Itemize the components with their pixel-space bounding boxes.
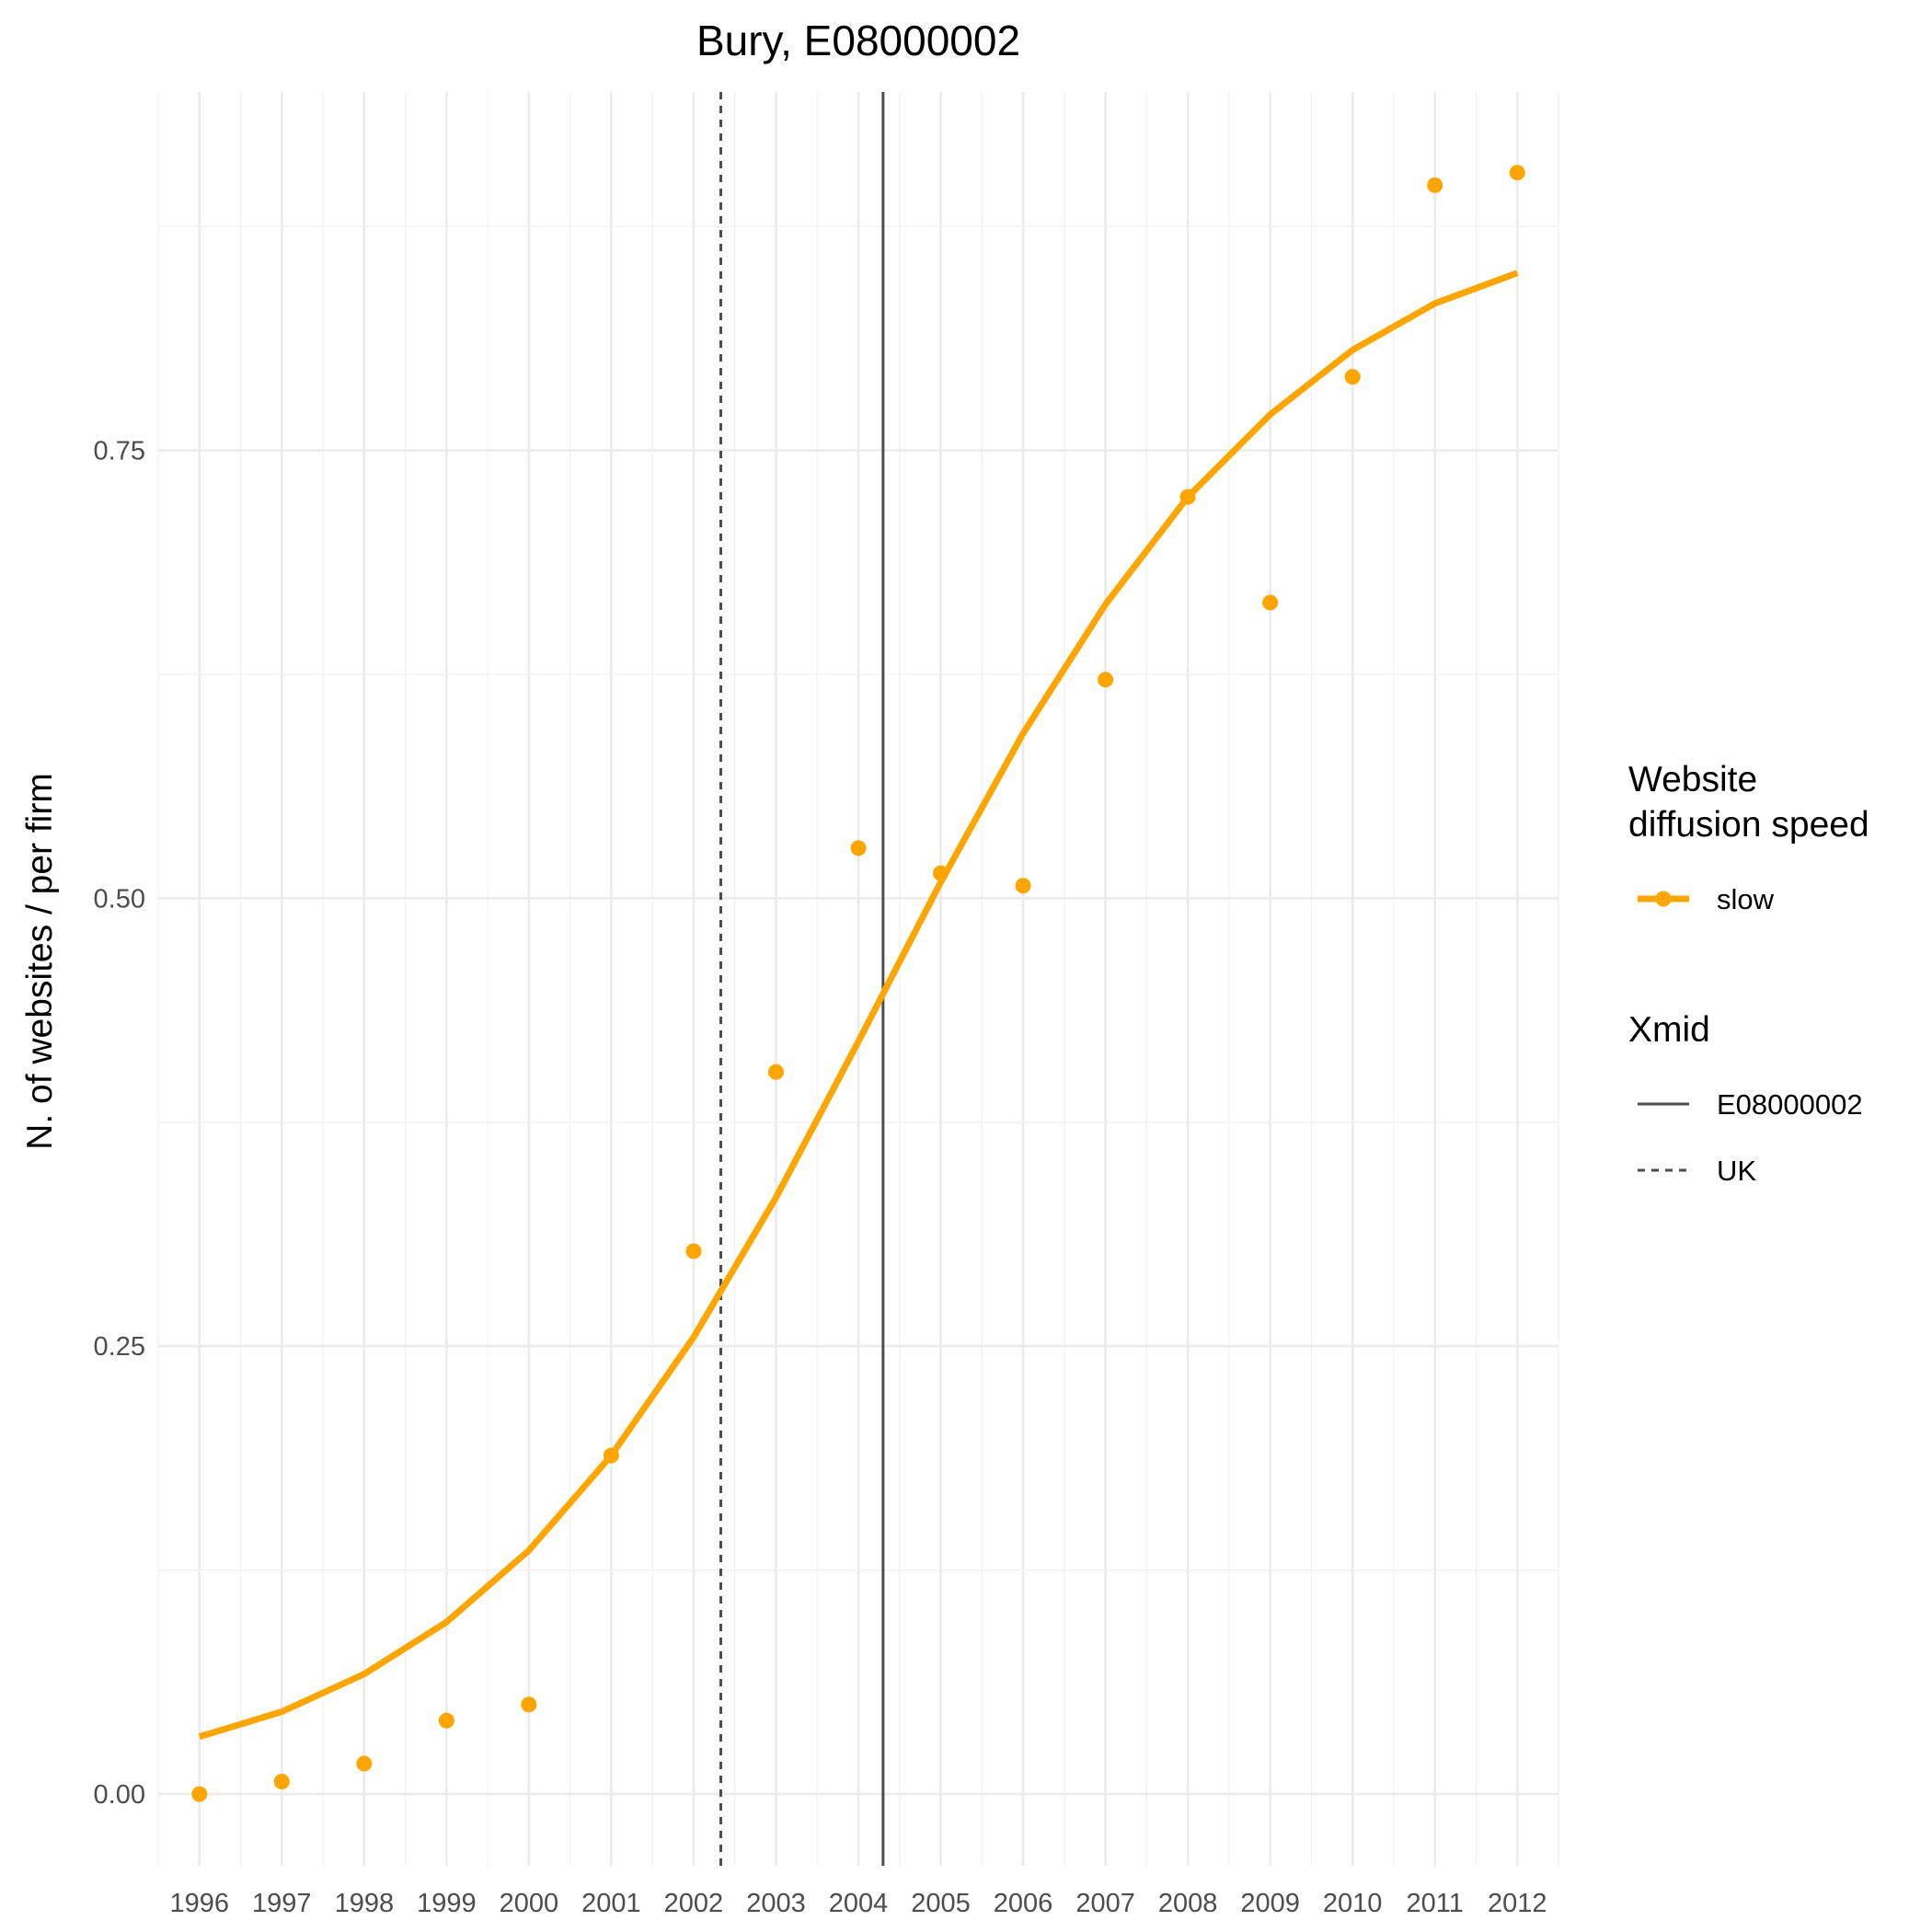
legend-title: Xmid	[1628, 1010, 1710, 1050]
y-tick-label: 0.00	[94, 1780, 145, 1810]
y-tick-label: 0.75	[94, 436, 145, 466]
data-point	[850, 840, 867, 857]
data-point	[191, 1786, 208, 1802]
x-tick-label: 1996	[170, 1889, 230, 1918]
x-tick-label: 2012	[1488, 1889, 1547, 1918]
fitted-curve-slow	[198, 270, 1519, 1741]
legend-title: Website	[1628, 760, 1757, 799]
data-point	[273, 1773, 290, 1789]
data-point	[1262, 594, 1279, 611]
x-tick-label: 2005	[911, 1889, 971, 1918]
data-point	[1427, 177, 1443, 193]
x-tick-label: 2002	[664, 1889, 724, 1918]
y-tick-label: 0.25	[94, 1332, 145, 1362]
grid	[157, 92, 1559, 1866]
series	[191, 165, 1525, 1802]
x-tick-label: 2006	[994, 1889, 1053, 1918]
x-tick-label: 2010	[1323, 1889, 1383, 1918]
data-point	[1015, 878, 1031, 894]
legend-label: UK	[1717, 1155, 1756, 1187]
legend-label: slow	[1717, 883, 1775, 915]
data-point	[521, 1696, 537, 1713]
x-tick-label: 1999	[417, 1889, 477, 1918]
chart-title: Bury, E08000002	[696, 17, 1020, 64]
x-tick-label: 2001	[581, 1889, 641, 1918]
x-tick-label: 2007	[1075, 1889, 1135, 1918]
x-tick-label: 1998	[335, 1889, 395, 1918]
x-tick-label: 2009	[1240, 1889, 1300, 1918]
x-tick-label: 2008	[1158, 1889, 1218, 1918]
data-point	[1509, 165, 1525, 181]
data-point	[1344, 369, 1361, 385]
data-point	[685, 1243, 702, 1259]
data-point	[767, 1064, 784, 1080]
x-tick-label: 2000	[500, 1889, 559, 1918]
legend-key-point	[1655, 891, 1672, 907]
data-point	[1098, 672, 1114, 688]
y-tick-label: 0.50	[94, 884, 145, 914]
x-tick-label: 2003	[746, 1889, 806, 1918]
data-point	[438, 1712, 454, 1729]
legend-label: E08000002	[1717, 1088, 1863, 1121]
legend: Website diffusion speed slow Xmid E08000002 U…	[1628, 760, 1869, 1187]
data-point	[1179, 489, 1196, 505]
data-point	[356, 1755, 373, 1772]
x-tick-label: 1997	[252, 1889, 312, 1918]
data-point	[933, 865, 949, 881]
data-point	[603, 1447, 619, 1464]
x-tick-label: 2011	[1407, 1889, 1464, 1918]
reference-lines	[719, 92, 885, 1866]
x-tick-label: 2004	[829, 1889, 889, 1918]
axes: 0.00 0.25 0.50 0.75 1996 1997 1998 1999 2000 2001…	[94, 436, 1547, 1918]
y-axis-title: N. of websites / per firm	[20, 773, 60, 1150]
legend-title: diffusion speed	[1628, 805, 1869, 845]
